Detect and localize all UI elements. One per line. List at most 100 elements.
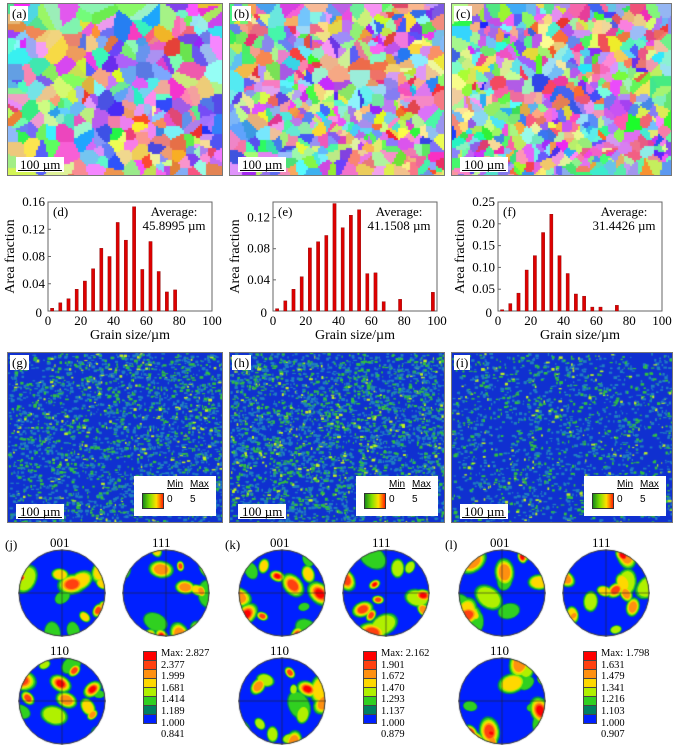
bar <box>324 235 329 312</box>
colorbar <box>363 651 377 724</box>
bar <box>156 271 161 312</box>
bar <box>557 255 562 312</box>
bar <box>173 289 177 312</box>
pole-title-110: 110 <box>270 643 290 658</box>
plot-frame <box>497 201 663 312</box>
panel-label: (j) <box>5 537 18 552</box>
x-tick-label: 20 <box>299 313 312 328</box>
average-value: 41.1508 µm <box>367 218 430 233</box>
y-tick-label: 0.15 <box>472 238 495 253</box>
panel-label: (f) <box>503 204 516 219</box>
y-axis-label: Area fraction <box>228 219 243 293</box>
panel-label: (c) <box>454 6 473 21</box>
bar <box>398 299 402 312</box>
panel-label: (h) <box>232 355 252 370</box>
kam-legend: Min Max 0 5 <box>134 476 216 516</box>
bar <box>299 276 304 312</box>
pole-figure <box>458 657 546 745</box>
colorbar <box>583 651 597 724</box>
bar <box>549 214 554 312</box>
pole-title-111: 111 <box>152 535 171 550</box>
bar <box>66 298 71 312</box>
level-value: 1.414 <box>161 694 185 706</box>
bar <box>308 247 312 312</box>
max-label: Max <box>190 479 209 490</box>
bar <box>132 206 136 312</box>
y-origin-label: 0 <box>486 305 493 320</box>
kam-gradient <box>364 493 386 509</box>
x-tick-label: 20 <box>74 313 87 328</box>
panel-label: (e) <box>278 204 292 219</box>
y-tick-label: 0.08 <box>247 241 270 256</box>
colorbar-values: Max: 1.798 1.631 1.479 1.341 1.216 1.103 1.000… <box>601 648 649 741</box>
pole-title-110: 110 <box>490 643 510 658</box>
bar <box>516 292 521 312</box>
scale-bar: 100 µm <box>460 157 509 172</box>
x-tick-label: 60 <box>140 313 153 328</box>
y-tick-label: 0.12 <box>22 221 45 236</box>
bar <box>283 300 288 312</box>
x-tick-label: 100 <box>652 313 672 328</box>
x-tick-label: 40 <box>107 313 120 328</box>
scale-bar: 100 µm <box>16 504 65 519</box>
colorbar-swatch <box>143 714 157 724</box>
x-tick-label: 80 <box>623 313 636 328</box>
pole-title-001: 001 <box>490 535 510 550</box>
min-value: 0 <box>389 494 395 505</box>
average-label: Average: <box>601 204 648 219</box>
level-value: 0.907 <box>601 729 625 741</box>
kam-gradient <box>142 493 164 509</box>
max-value: 5 <box>640 494 646 505</box>
x-tick-label: 0 <box>270 313 277 328</box>
panel-label: (b) <box>232 6 252 21</box>
bar <box>140 269 145 312</box>
level-value: 1.479 <box>601 671 625 683</box>
bar <box>99 248 104 312</box>
bar <box>533 255 537 312</box>
bar <box>590 306 595 312</box>
level-value: 0.841 <box>161 729 185 741</box>
level-value: 1.189 <box>161 705 185 717</box>
bar <box>508 303 513 312</box>
bar <box>91 268 95 312</box>
pole-figure <box>238 549 326 637</box>
pole-figure <box>342 549 430 637</box>
x-tick-label: 0 <box>45 313 52 328</box>
pole-figure <box>238 657 326 745</box>
kam-legend: Min Max 0 5 <box>356 476 438 516</box>
level-value: 1.999 <box>161 671 185 683</box>
y-tick-label: 0.04 <box>247 272 270 287</box>
x-axis-label: Grain size/µm <box>90 328 170 343</box>
y-tick-label: 0.10 <box>472 259 495 274</box>
level-value: 1.470 <box>381 682 405 694</box>
bar <box>340 227 345 312</box>
x-tick-label: 40 <box>332 313 345 328</box>
panel-label: (a) <box>10 6 29 21</box>
bar <box>365 273 370 312</box>
bar <box>74 289 79 312</box>
average-value: 45.8995 µm <box>142 218 205 233</box>
scale-bar: 100 µm <box>238 504 287 519</box>
level-value: 1.000 <box>601 717 625 729</box>
pole-figure <box>18 657 106 745</box>
x-tick-label: 100 <box>427 313 447 328</box>
max-value: 5 <box>412 494 418 505</box>
min-label: Min <box>167 479 184 490</box>
bar <box>615 305 619 312</box>
panel-label: (l) <box>445 537 458 552</box>
scale-bar: 100 µm <box>460 504 509 519</box>
y-axis-label: Area fraction <box>453 219 468 293</box>
y-tick-label: 0.25 <box>472 194 495 209</box>
x-axis-label: Grain size/µm <box>540 328 620 343</box>
bar <box>565 273 570 312</box>
bar <box>349 215 353 312</box>
level-value: 1.000 <box>161 717 185 729</box>
bar <box>598 306 603 312</box>
bar <box>541 232 545 312</box>
level-value: 0.879 <box>381 729 405 741</box>
histograms: 0 20 40 60 80 100 0.04 0.08 0.12 0.16 0 Grain size/… <box>3 194 672 343</box>
colorbar-swatch <box>583 714 597 724</box>
max-value: Max: 1.798 <box>601 648 650 659</box>
x-tick-label: 40 <box>557 313 570 328</box>
kam-map-g: (g) 100 µm Min Max 0 5 <box>7 352 223 523</box>
